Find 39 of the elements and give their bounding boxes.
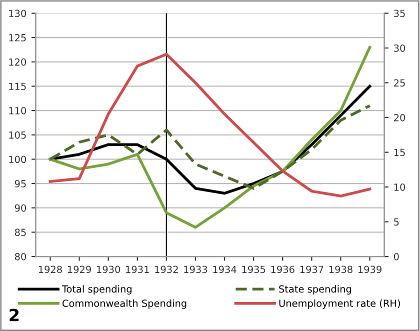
- legend-label: Commonwealth Spending: [62, 299, 186, 309]
- x-tick-label: 1931: [126, 266, 149, 274]
- legend-label: Unemployment rate (RH): [279, 299, 400, 309]
- y-tick-label: 85: [14, 228, 26, 236]
- y2-tick-label: 35: [394, 10, 405, 18]
- y-tick-label: 90: [14, 204, 26, 212]
- y2-tick-label: 10: [394, 183, 406, 191]
- legend-label: Total spending: [62, 285, 132, 295]
- y-tick-label: 95: [14, 180, 26, 188]
- line-series: [48, 104, 372, 190]
- y-tick-label: 110: [9, 107, 26, 114]
- x-tick-label: 1930: [97, 266, 120, 274]
- x-tick-label: 1932: [155, 266, 178, 274]
- y-tick-label: 130: [9, 10, 26, 18]
- x-tick-label: 1934: [213, 266, 236, 274]
- x-tick-label: 1933: [184, 266, 208, 274]
- y-tick-label: 100: [9, 156, 26, 164]
- y2-tick-label: 20: [394, 114, 406, 122]
- x-tick-label: 1928: [38, 266, 62, 274]
- x-tick-label: 1937: [300, 266, 324, 274]
- y2-tick-label: 25: [394, 79, 405, 87]
- y-tick-label: 80: [14, 253, 26, 260]
- y2-tick-label: 15: [394, 148, 405, 156]
- y2-tick-label: 0: [394, 253, 399, 260]
- x-tick-label: 1929: [68, 266, 91, 274]
- line-series: [48, 52, 372, 198]
- x-tick-label: 1939: [358, 266, 382, 274]
- text: 2: [10, 308, 19, 322]
- y-tick-label: 105: [9, 131, 26, 139]
- x-tick-label: 1936: [271, 266, 294, 274]
- y2-tick-label: 5: [394, 218, 399, 226]
- x-tick-label: 1938: [329, 266, 352, 274]
- y2-tick-label: 30: [394, 44, 406, 52]
- y-tick-label: 115: [9, 82, 26, 90]
- x-tick-label: 1935: [242, 266, 266, 274]
- legend-label: State spending: [279, 285, 352, 295]
- line-series: [48, 46, 372, 229]
- y-tick-label: 125: [9, 34, 26, 42]
- y-tick-label: 120: [9, 58, 26, 66]
